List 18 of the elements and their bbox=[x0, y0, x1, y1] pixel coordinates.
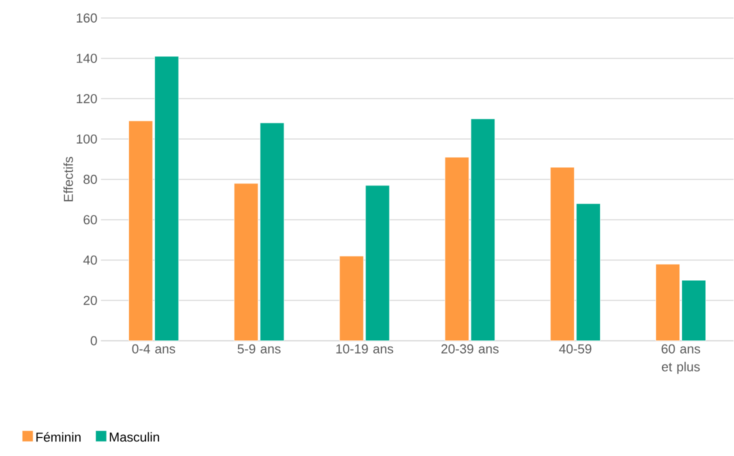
y-tick-label: 100 bbox=[76, 134, 97, 144]
y-tick-label: 60 bbox=[84, 215, 97, 224]
y-tick-label: 0 bbox=[90, 336, 97, 346]
y-axis-title: Effectifs bbox=[63, 157, 73, 202]
y-tick-label: 160 bbox=[76, 14, 97, 23]
y-tick-label: 80 bbox=[84, 174, 97, 184]
x-tick-label: 10-19 ans bbox=[336, 344, 394, 354]
x-tick-label: 20-39 ans bbox=[441, 344, 499, 354]
legend-label: Féminin bbox=[36, 432, 81, 442]
y-tick-label: 120 bbox=[76, 94, 97, 104]
y-tick-label: 140 bbox=[76, 54, 97, 64]
legend-label: Masculin bbox=[110, 432, 160, 442]
y-tick-label: 40 bbox=[83, 256, 97, 265]
x-tick-label: 40-59 bbox=[559, 344, 592, 354]
y-tick-label: 20 bbox=[84, 296, 97, 306]
x-tick-label: 0-4 ans bbox=[132, 344, 176, 354]
x-tick-label: 60 ans et plus bbox=[662, 344, 700, 374]
x-tick-label: 5-9 ans bbox=[238, 344, 281, 354]
